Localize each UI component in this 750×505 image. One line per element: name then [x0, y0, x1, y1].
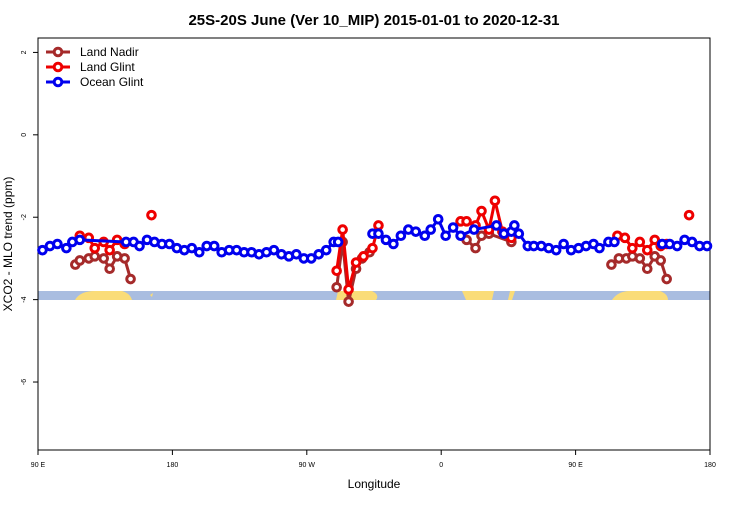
- y-tick-label: 2: [21, 50, 28, 54]
- legend-label: Land Glint: [80, 60, 135, 74]
- point: [367, 242, 378, 254]
- point: [476, 205, 487, 217]
- point: [332, 236, 344, 248]
- point: [550, 244, 562, 256]
- legend-marker: [52, 61, 64, 73]
- point: [594, 242, 605, 254]
- point: [305, 253, 317, 264]
- point: [98, 253, 110, 264]
- point: [343, 284, 354, 295]
- point: [558, 238, 569, 250]
- point: [432, 213, 444, 225]
- point: [606, 259, 617, 270]
- point: [337, 224, 348, 235]
- x-tick-label: 90 W: [299, 462, 316, 469]
- point: [89, 242, 101, 254]
- point: [380, 234, 392, 246]
- legend-label: Ocean Glint: [80, 75, 144, 89]
- point: [655, 255, 667, 266]
- point: [52, 238, 63, 250]
- point: [395, 230, 407, 242]
- point: [683, 209, 695, 221]
- point: [313, 249, 325, 260]
- point: [186, 242, 198, 254]
- point: [671, 240, 683, 252]
- point: [455, 230, 466, 242]
- point: [74, 234, 86, 246]
- point: [410, 226, 422, 237]
- point: [388, 238, 399, 250]
- x-tick-label: 180: [167, 462, 179, 469]
- point: [627, 242, 638, 254]
- y-tick-label: -2: [21, 214, 28, 220]
- legend-marker: [52, 76, 64, 88]
- point: [461, 216, 472, 227]
- point: [509, 220, 520, 231]
- y-tick-label: -6: [21, 379, 28, 385]
- point: [661, 273, 672, 285]
- point: [470, 242, 481, 254]
- point: [331, 265, 342, 277]
- y-tick-label: 0: [21, 133, 28, 137]
- point: [634, 236, 646, 248]
- chart-title: 25S-20S June (Ver 10_MIP) 2015-01-01 to …: [188, 12, 559, 29]
- point: [609, 236, 620, 248]
- point: [37, 244, 48, 256]
- point: [649, 234, 661, 246]
- x-tick-label: 180: [704, 462, 716, 469]
- point: [104, 244, 115, 256]
- point: [89, 251, 101, 262]
- point: [373, 220, 384, 231]
- point: [641, 263, 653, 275]
- point: [419, 230, 431, 242]
- point: [146, 209, 157, 221]
- point: [74, 255, 86, 266]
- y-tick-label: -4: [21, 296, 28, 302]
- point: [358, 251, 369, 262]
- point: [491, 220, 502, 231]
- point: [208, 240, 220, 252]
- point: [61, 242, 72, 254]
- point: [320, 244, 332, 256]
- point: [164, 238, 175, 250]
- point: [489, 195, 501, 207]
- point: [125, 273, 136, 285]
- point: [350, 257, 362, 268]
- x-tick-label: 90 E: [568, 462, 583, 469]
- x-tick-label: 90 E: [31, 462, 46, 469]
- point: [447, 222, 459, 233]
- surface-strip: [38, 291, 710, 300]
- point: [701, 240, 713, 252]
- point: [119, 253, 130, 264]
- point: [513, 228, 525, 239]
- point: [440, 230, 451, 242]
- point: [134, 240, 145, 252]
- point: [104, 263, 115, 275]
- point: [343, 296, 354, 307]
- point: [193, 246, 205, 258]
- point: [291, 249, 302, 260]
- series: [70, 228, 672, 307]
- point: [468, 224, 480, 235]
- series: [37, 213, 713, 264]
- legend-marker: [52, 46, 64, 58]
- x-tick-label: 0: [439, 462, 443, 469]
- point: [641, 244, 653, 256]
- y-axis-label: XCO2 - MLO trend (ppm): [1, 177, 15, 312]
- point: [268, 244, 280, 256]
- point: [686, 236, 698, 248]
- point: [331, 281, 342, 293]
- point: [373, 228, 384, 239]
- point: [619, 232, 631, 244]
- x-axis-label: Longitude: [348, 477, 401, 491]
- legend-label: Land Nadir: [80, 45, 139, 59]
- point: [634, 253, 646, 264]
- point: [425, 224, 437, 235]
